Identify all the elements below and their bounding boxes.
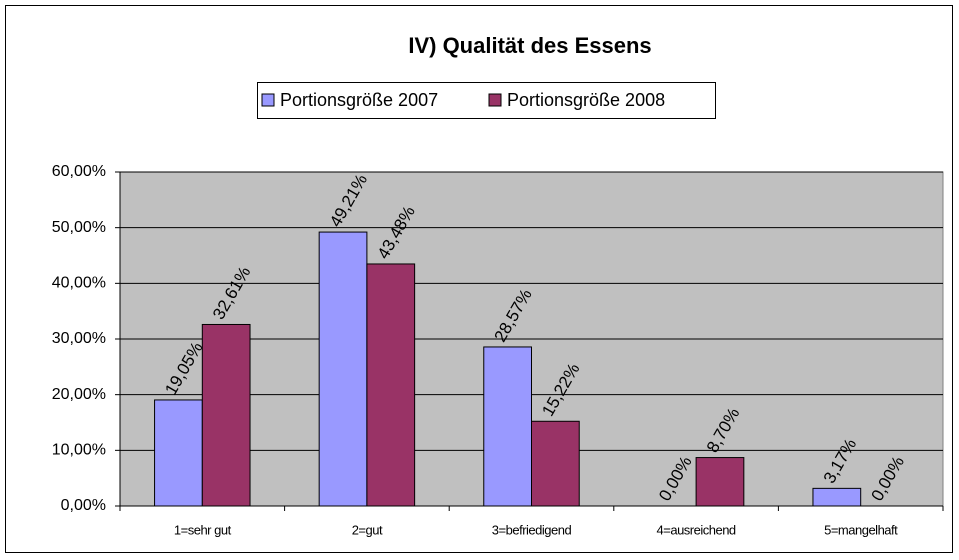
- y-tick-label: 40,00%: [52, 275, 106, 292]
- y-tick-label: 60,00%: [52, 163, 106, 180]
- x-tick-label: 4=ausreichend: [657, 522, 736, 537]
- bar: [154, 399, 203, 507]
- chart-title: IV) Qualität des Essens: [408, 33, 651, 58]
- y-tick-label: 20,00%: [52, 386, 106, 403]
- legend-label: Portionsgröße 2008: [507, 90, 665, 110]
- y-tick-label: 50,00%: [52, 219, 106, 236]
- x-tick-label: 2=gut: [352, 522, 383, 537]
- bar: [318, 231, 368, 507]
- bar: [531, 420, 580, 507]
- bar: [695, 457, 745, 507]
- legend-box: [257, 82, 716, 119]
- bar: [483, 346, 532, 507]
- bar: [366, 263, 416, 507]
- legend-swatch: [488, 93, 502, 107]
- bar: [812, 487, 862, 507]
- y-tick-label: 0,00%: [61, 497, 106, 514]
- x-tick-label: 3=befriedigend: [492, 522, 572, 537]
- x-tick-label: 5=mangelhaft: [824, 522, 898, 537]
- y-tick-label: 10,00%: [52, 442, 106, 459]
- y-tick-label: 30,00%: [52, 330, 106, 347]
- legend-swatch: [261, 93, 275, 107]
- bar: [201, 323, 251, 507]
- legend-label: Portionsgröße 2007: [280, 90, 438, 110]
- x-tick-label: 1=sehr gut: [174, 522, 232, 537]
